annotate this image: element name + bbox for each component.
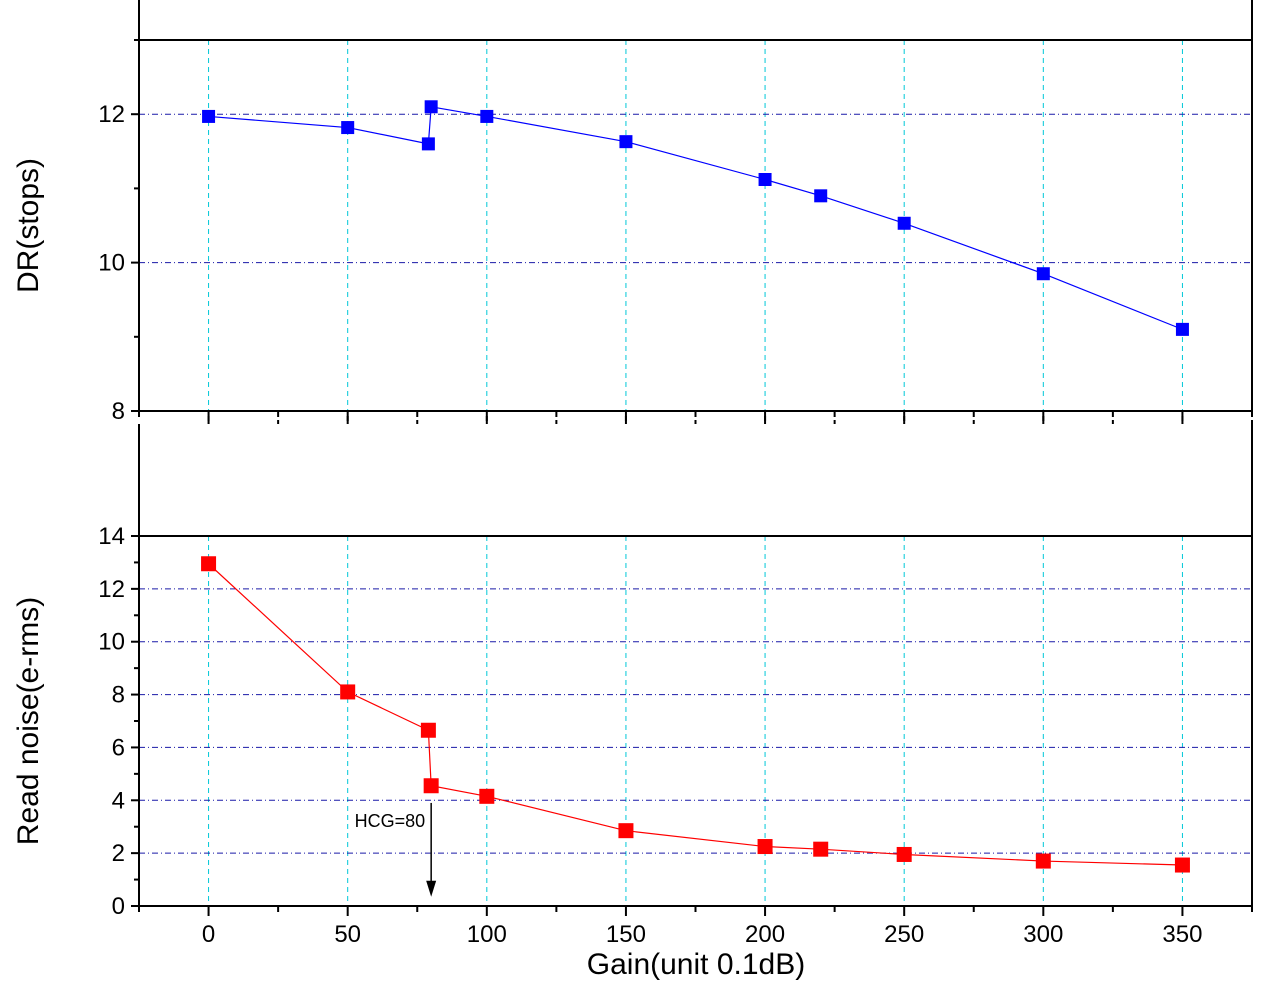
dr-data-point [202, 109, 216, 123]
noise-plot-frame [138, 535, 1253, 907]
noise-data-point [757, 839, 773, 855]
dr-data-point [897, 216, 911, 230]
dr-plot-frame [138, 39, 1253, 412]
noise-data-point [201, 556, 217, 572]
noise-y-tick-label: 12 [98, 576, 125, 603]
x-tick-label: 250 [884, 921, 924, 948]
hcg-annotation-label: HCG=80 [355, 811, 426, 831]
dr-y-tick-label: 12 [98, 101, 125, 128]
noise-data-point [896, 846, 912, 862]
noise-y-tick-label: 14 [98, 523, 125, 550]
x-tick-label: 50 [334, 921, 361, 948]
x-tick-label: 100 [467, 921, 507, 948]
dr-y-tick-label: 10 [98, 250, 125, 277]
dr-data-point [341, 121, 355, 135]
x-axis-title: Gain(unit 0.1dB) [587, 948, 805, 981]
noise-data-point [813, 841, 829, 857]
dr-data-point [814, 189, 828, 203]
noise-y-tick-label: 4 [112, 787, 125, 814]
x-tick-label: 200 [745, 921, 785, 948]
x-tick-label: 350 [1162, 921, 1202, 948]
dr-y-tick-label: 8 [112, 398, 125, 425]
x-tick-label: 0 [202, 921, 215, 948]
noise-y-tick-label: 10 [98, 629, 125, 656]
dr-data-point [480, 109, 494, 123]
dr-data-point [421, 137, 435, 151]
dr-series-line [208, 106, 1183, 330]
dr-data-point [758, 172, 772, 186]
noise-data-point [618, 823, 634, 839]
hcg-arrow-head [426, 880, 437, 897]
dr-data-point [619, 135, 633, 149]
noise-y-tick-label: 2 [112, 840, 125, 867]
noise-data-point [340, 684, 356, 700]
noise-data-point [479, 788, 495, 804]
x-tick-label: 300 [1023, 921, 1063, 948]
noise-y-tick-label: 8 [112, 682, 125, 709]
noise-data-point [420, 722, 436, 738]
noise-y-tick-label: 0 [112, 893, 125, 920]
noise-data-point [1035, 853, 1051, 869]
dr-data-point [424, 100, 438, 114]
dr-data-point [1036, 267, 1050, 281]
noise-data-point [423, 778, 439, 794]
dr-y-axis-title: DR(stops) [12, 158, 45, 293]
noise-y-axis-title: Read noise(e-rms) [12, 597, 45, 845]
dr-data-point [1175, 322, 1189, 336]
x-tick-label: 150 [606, 921, 646, 948]
noise-data-point [1174, 857, 1190, 873]
noise-y-tick-label: 6 [112, 734, 125, 761]
